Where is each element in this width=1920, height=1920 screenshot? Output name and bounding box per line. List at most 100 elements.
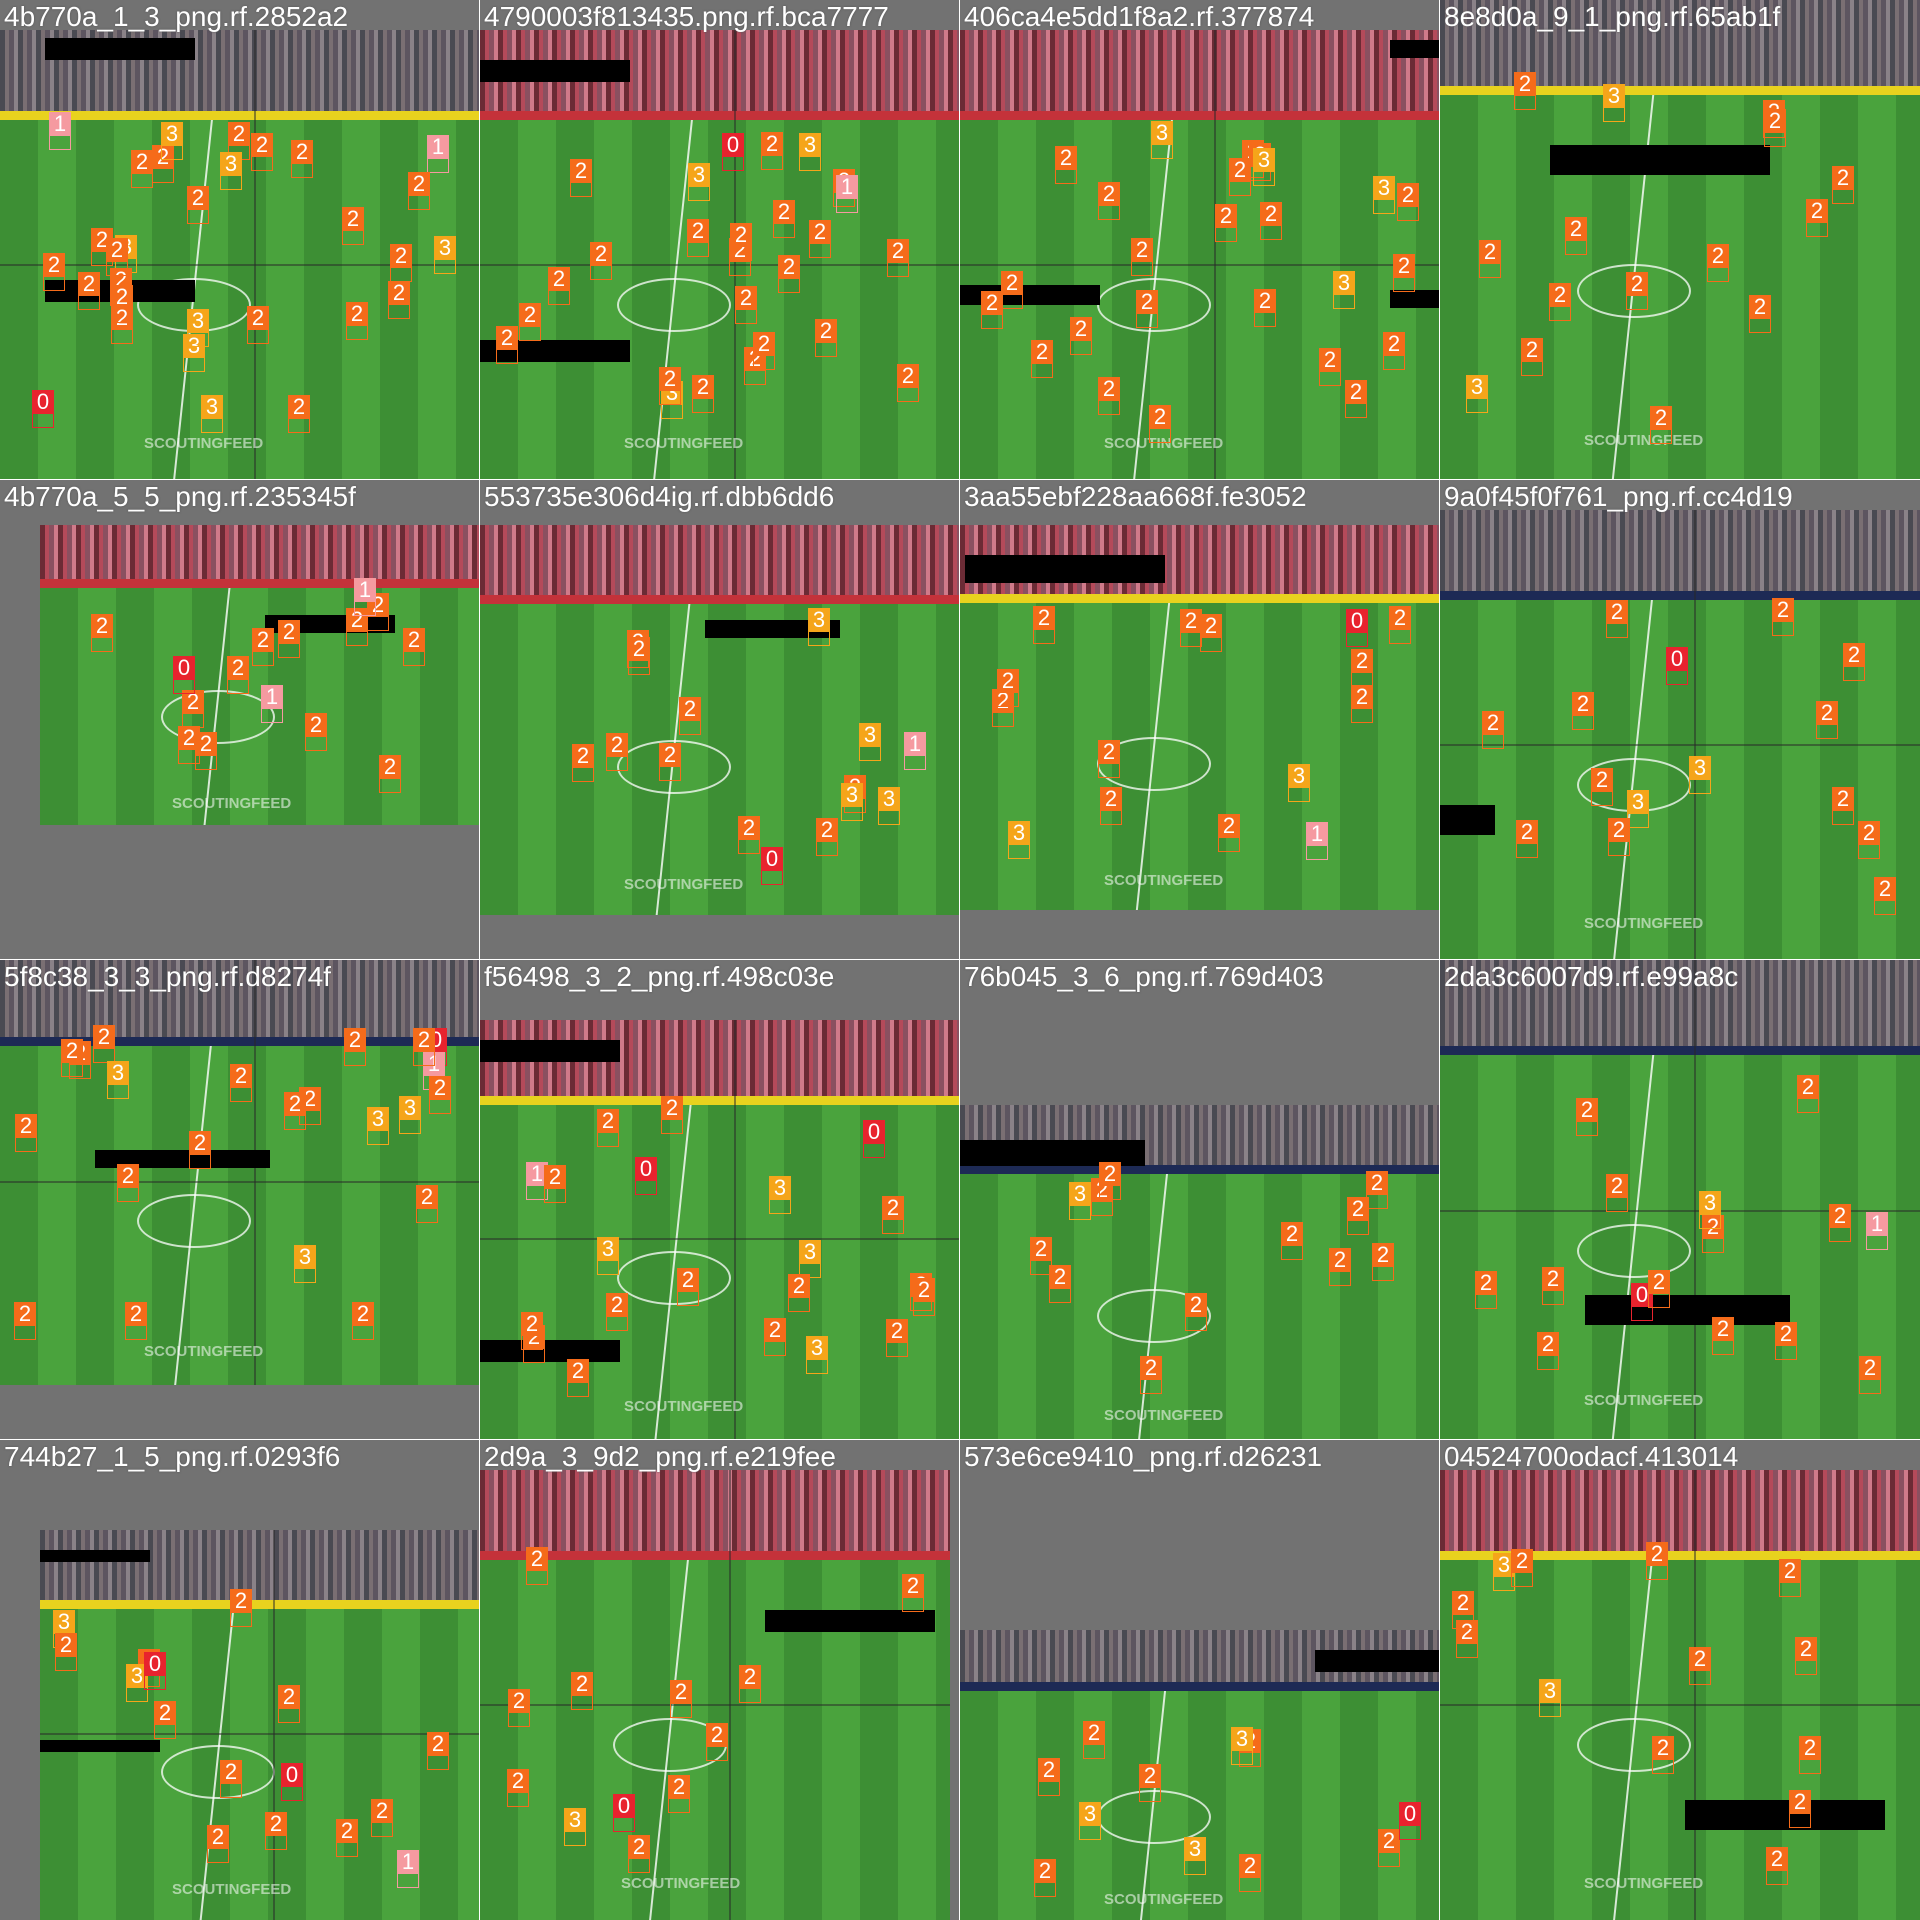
class-label: 2 (111, 306, 133, 330)
class-label: 2 (284, 1092, 306, 1116)
detection-box: 2 (1689, 1647, 1711, 1685)
class-label: 2 (342, 207, 364, 231)
class-label: 2 (730, 223, 752, 247)
detection-box: 2 (1034, 1859, 1056, 1897)
collage-seam (40, 1733, 480, 1735)
class-label: 2 (1140, 1356, 1162, 1380)
crowd-stands (1440, 960, 1920, 1046)
detection-box: 3 (399, 1096, 421, 1134)
detection-box: 2 (1797, 1075, 1819, 1113)
detection-box: 2 (887, 239, 909, 277)
detection-box: 3 (107, 1061, 129, 1099)
detection-box: 2 (1260, 202, 1282, 240)
detection-box: 2 (152, 145, 174, 183)
detection-box: 2 (1281, 1222, 1303, 1260)
class-label: 2 (371, 1799, 393, 1823)
class-label: 1 (526, 1162, 548, 1186)
redaction-bar (45, 38, 195, 60)
detection-box: 3 (1079, 1802, 1101, 1840)
mosaic-tile: SCOUTINGFEED 2 2 2 2 3 2 2 2 2 2 2 2 76b045_3_6_png.r… (959, 959, 1441, 1441)
class-label: 2 (1452, 1591, 1474, 1615)
advertising-board (40, 579, 480, 588)
class-label: 2 (1345, 380, 1367, 404)
detection-box: 2 (1858, 821, 1880, 859)
class-label: 2 (1319, 348, 1341, 372)
class-label: 2 (1098, 182, 1120, 206)
detection-box: 2 (1832, 166, 1854, 204)
class-label: 2 (997, 669, 1019, 693)
detection-box: 2 (117, 1164, 139, 1202)
detection-box: 0 (1346, 609, 1368, 647)
class-label: 2 (1799, 1736, 1821, 1760)
class-label: 2 (606, 733, 628, 757)
class-label: 2 (1511, 1549, 1533, 1573)
class-label: 3 (1079, 1802, 1101, 1826)
detection-box: 2 (606, 1293, 628, 1331)
class-label: 2 (1858, 821, 1880, 845)
detection-box: 2 (390, 244, 412, 282)
advertising-board (40, 1600, 480, 1609)
detection-box: 3 (841, 783, 863, 821)
tile-filename: 406ca4e5dd1f8a2.rf.377874 (964, 1, 1315, 32)
class-label: 2 (1180, 609, 1202, 633)
detection-box: 2 (1516, 820, 1538, 858)
mosaic-tile: SCOUTINGFEED122232220322232223220f56498_… (479, 959, 961, 1441)
class-label: 2 (131, 150, 153, 174)
detection-box: 2 (1775, 1322, 1797, 1360)
class-label: 1 (1866, 1212, 1888, 1236)
detection-box: 2 (1606, 600, 1628, 638)
class-label: 2 (519, 303, 541, 327)
detection-box: 2 (416, 1185, 438, 1223)
detection-box: 0 (1631, 1283, 1653, 1321)
advertising-board (1440, 1046, 1920, 1055)
class-label: 2 (1136, 290, 1158, 314)
center-circle (1577, 264, 1691, 318)
detection-box: 2 (730, 223, 752, 261)
class-label: 2 (1843, 643, 1865, 667)
class-label: 2 (152, 145, 174, 169)
tile-filename: 4b770a_1_3_png.rf.2852a2 (4, 1, 349, 32)
detection-box: 0 (32, 390, 54, 428)
detection-box: 2 (305, 713, 327, 751)
class-label: 2 (687, 219, 709, 243)
class-label: 2 (508, 1689, 530, 1713)
collage-seam (1694, 960, 1696, 1440)
class-label: 2 (346, 302, 368, 326)
class-label: 2 (291, 140, 313, 164)
center-circle (1577, 1224, 1691, 1278)
detection-box: 3 (1184, 1837, 1206, 1875)
detection-box: 2 (1859, 1356, 1881, 1394)
collage-seam (1694, 1470, 1696, 1920)
crowd-stands (480, 525, 960, 595)
class-label: 3 (107, 1061, 129, 1085)
redaction-bar (480, 60, 630, 82)
class-label: 2 (886, 1319, 908, 1343)
detection-box: 0 (863, 1120, 885, 1158)
detection-box: 3 (1689, 756, 1711, 794)
center-circle (1097, 278, 1211, 332)
detection-box: 2 (336, 1819, 358, 1857)
class-label: 2 (1100, 787, 1122, 811)
detection-box: 2 (55, 1633, 77, 1671)
class-label: 2 (336, 1819, 358, 1843)
detection-box: 3 (434, 236, 456, 274)
detection-box: 2 (1779, 1559, 1801, 1597)
detection-box: 2 (886, 1319, 908, 1357)
detection-box: 2 (508, 1689, 530, 1727)
class-label: 1 (261, 685, 283, 709)
detection-box: 1 (261, 685, 283, 723)
class-label: 2 (739, 1665, 761, 1689)
class-label: 2 (1098, 377, 1120, 401)
stadium-photo: SCOUTINGFEED (1440, 960, 1920, 1440)
detection-box: 2 (1329, 1248, 1351, 1286)
class-label: 2 (735, 286, 757, 310)
detection-box: 3 (597, 1237, 619, 1275)
redaction-bar (40, 1740, 160, 1752)
class-label: 2 (1260, 202, 1282, 226)
class-label: 2 (1351, 649, 1373, 673)
class-label: 2 (1139, 1764, 1161, 1788)
class-label: 2 (117, 1164, 139, 1188)
crowd-stands (1440, 1470, 1920, 1551)
detection-box: 2 (1648, 1270, 1670, 1308)
class-label: 3 (201, 395, 223, 419)
